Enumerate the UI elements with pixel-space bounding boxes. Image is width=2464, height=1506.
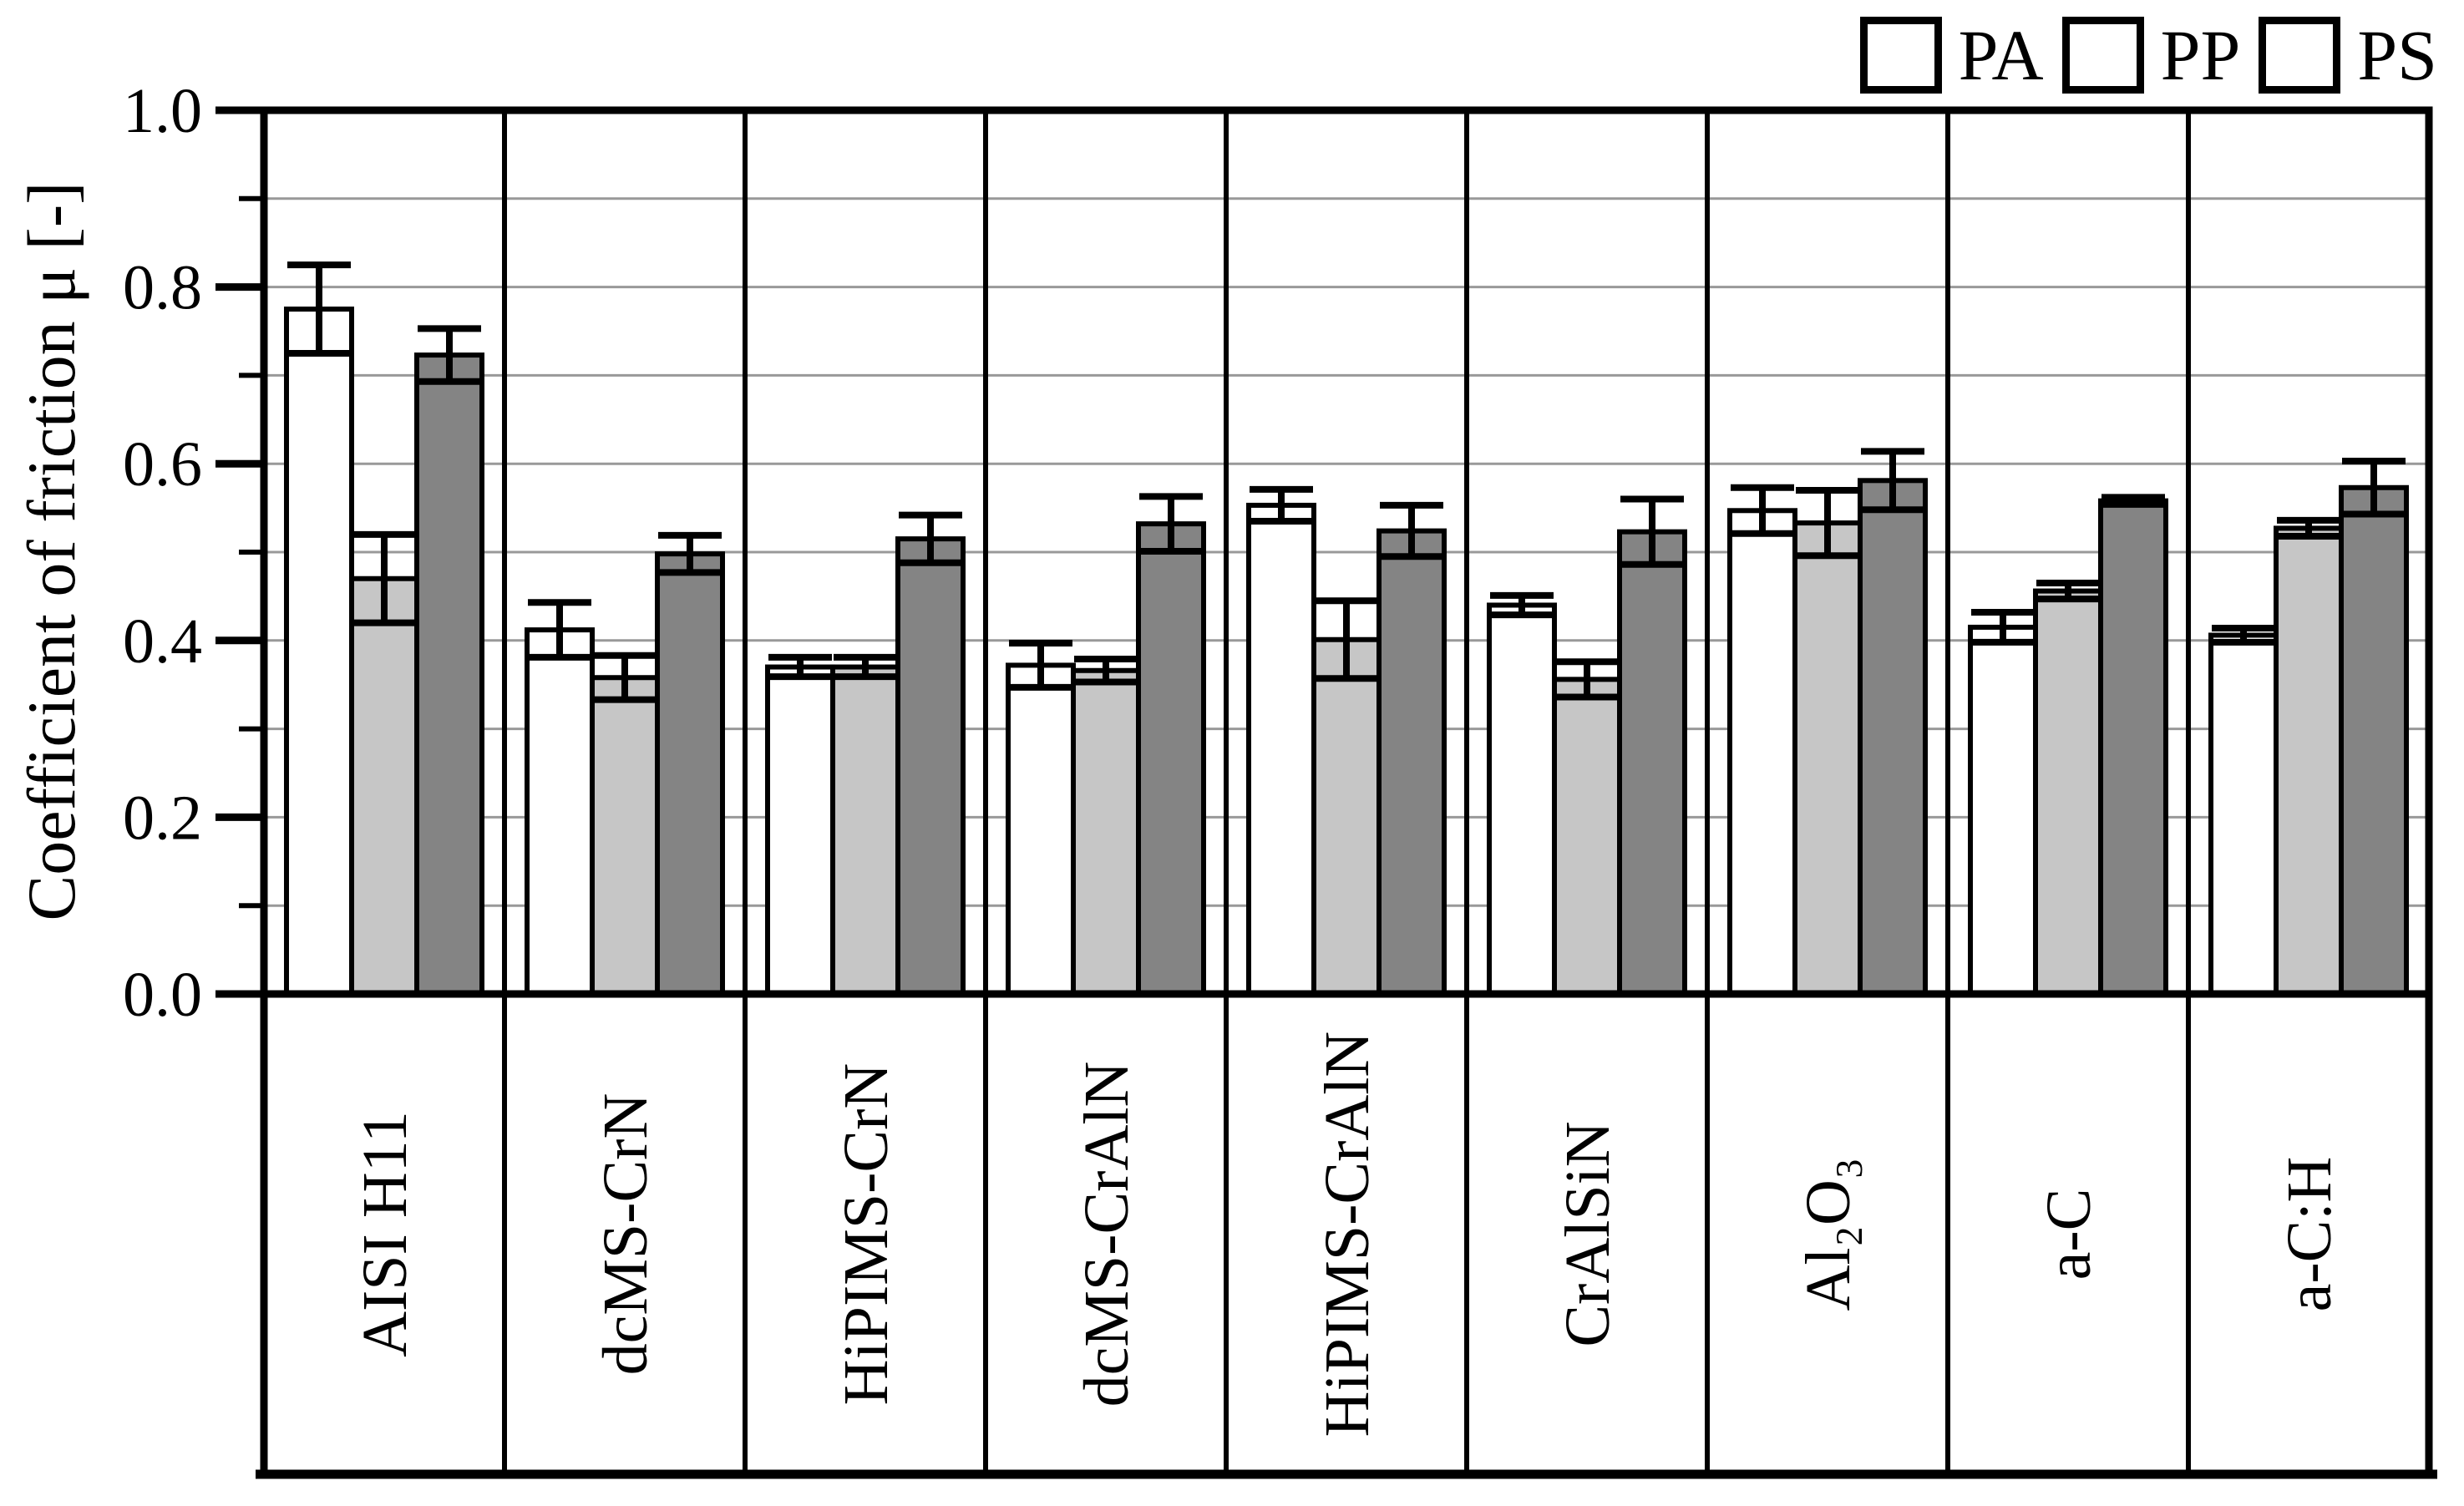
bar-ps-0 [414, 352, 484, 997]
bar-pa-0 [284, 307, 354, 996]
x-category-label: AISI H11 [350, 1111, 420, 1357]
x-category-label: CrAlSiN [1553, 1121, 1623, 1346]
x-category-label: dcMS-CrAlN [1072, 1062, 1142, 1407]
y-tick-label: 0.0 [123, 960, 202, 1030]
bar-pa-7 [1968, 624, 2038, 996]
bar-pa-5 [1487, 602, 1557, 996]
y-tick-label: 0.2 [123, 783, 202, 853]
bar-pp-6 [1792, 520, 1863, 996]
bar-pa-8 [2208, 632, 2279, 997]
bar-pa-2 [765, 664, 835, 996]
y-axis-title: Coefficient of friction μ [-] [13, 181, 89, 921]
bar-pp-4 [1311, 636, 1382, 996]
x-category-label: HiPIMS-CrN [831, 1063, 901, 1406]
y-tick-label: 0.8 [123, 253, 202, 323]
bar-pp-8 [2274, 525, 2344, 996]
x-category-label: a-C:H [2274, 1157, 2345, 1312]
legend-item-pa: PA [1859, 15, 2044, 95]
bar-ps-1 [655, 551, 725, 996]
legend-swatch-pa [1859, 17, 1942, 94]
legend-item-ps: PS [2259, 17, 2437, 94]
bar-ps-6 [1858, 478, 1928, 996]
x-category-label: HiPIMS-CrAlN [1312, 1032, 1382, 1438]
y-tick-label: 0.6 [123, 429, 202, 499]
x-category-label: dcMS-CrN [591, 1093, 661, 1376]
y-tick-label: 1.0 [123, 76, 202, 146]
bar-pp-0 [349, 576, 419, 996]
bar-ps-8 [2339, 484, 2409, 996]
bar-pp-3 [1071, 667, 1141, 996]
bar-ps-3 [1136, 521, 1206, 996]
bar-ps-4 [1376, 528, 1447, 996]
y-tick-label: 0.4 [123, 606, 202, 677]
bar-pa-3 [1006, 662, 1076, 996]
bar-pp-7 [2033, 588, 2103, 996]
bar-pa-6 [1727, 508, 1797, 996]
bar-ps-2 [895, 536, 966, 996]
bar-ps-5 [1617, 529, 1687, 996]
bar-pp-1 [590, 675, 660, 997]
chart-legend: PA PP PS [1859, 15, 2437, 95]
x-category-label: a-C [2034, 1189, 2104, 1280]
bar-ps-7 [2098, 498, 2168, 996]
legend-swatch-ps [2259, 17, 2341, 94]
legend-swatch-pp [2061, 17, 2144, 94]
legend-item-pp: PP [2061, 15, 2241, 95]
legend-label-pp: PP [2160, 15, 2241, 95]
x-category-label: Al₂O₃ [1793, 1158, 1863, 1311]
bar-pp-5 [1552, 677, 1622, 996]
bar-pa-4 [1246, 502, 1316, 996]
bar-pp-2 [830, 664, 900, 996]
legend-label-ps: PS [2357, 15, 2437, 95]
legend-label-pa: PA [1958, 15, 2044, 95]
bar-pa-1 [525, 627, 595, 996]
